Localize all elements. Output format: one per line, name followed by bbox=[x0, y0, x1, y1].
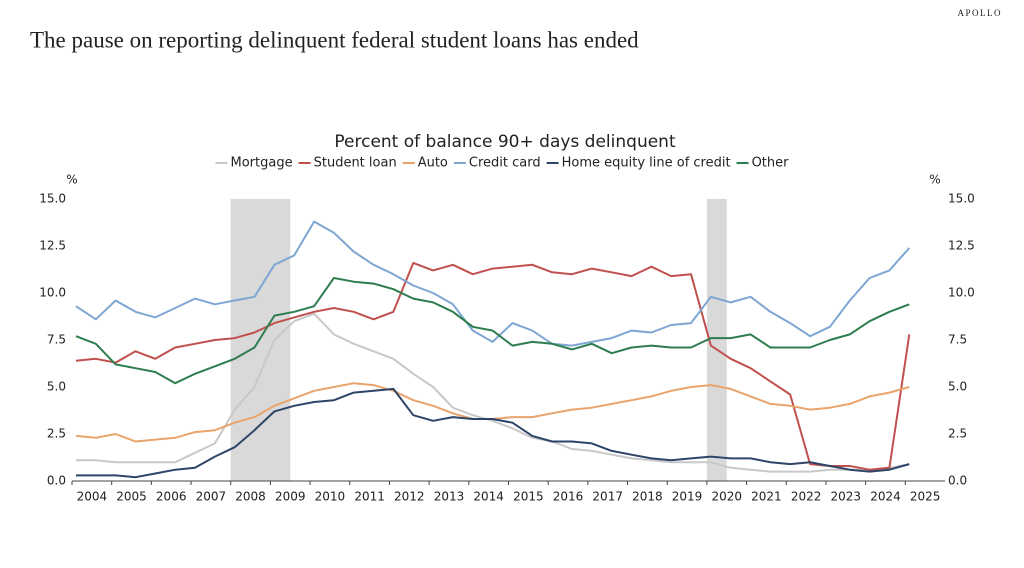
x-tick-label: 2016 bbox=[553, 490, 584, 504]
x-tick-label: 2011 bbox=[354, 490, 385, 504]
y2-tick-label: 0.0 bbox=[948, 474, 967, 488]
series-line bbox=[75, 277, 910, 385]
y-tick-label: 12.5 bbox=[39, 239, 66, 253]
x-tick-label: 2020 bbox=[711, 490, 742, 504]
legend-label: Mortgage bbox=[231, 156, 293, 171]
y2-tick-label: 10.0 bbox=[948, 286, 975, 300]
y-tick-label: 10.0 bbox=[39, 286, 66, 300]
series-line bbox=[75, 220, 911, 347]
y-tick-label: 2.5 bbox=[47, 427, 66, 441]
x-tick-label: 2010 bbox=[315, 490, 346, 504]
chart-title: Percent of balance 90+ days delinquent bbox=[334, 132, 676, 152]
x-tick-label: 2008 bbox=[235, 490, 266, 504]
x-tick-label: 2024 bbox=[870, 490, 901, 504]
y2-tick-label: 2.5 bbox=[948, 427, 967, 441]
legend-label: Student loan bbox=[314, 156, 397, 171]
y-unit: % bbox=[66, 173, 77, 187]
recession-band bbox=[706, 199, 727, 481]
x-tick-label: 2019 bbox=[672, 490, 703, 504]
brand: APOLLO bbox=[958, 8, 1003, 18]
legend: Mortgage Student loan Auto Credit card Home … bbox=[215, 156, 790, 171]
x-tick-label: 2009 bbox=[275, 490, 306, 504]
legend-label: Credit card bbox=[469, 156, 541, 171]
legend-label: Home equity line of credit bbox=[562, 156, 731, 171]
y2-tick-label: 7.5 bbox=[948, 333, 967, 347]
legend-label: Other bbox=[752, 156, 790, 171]
recession-band bbox=[230, 199, 291, 481]
series-line bbox=[75, 261, 911, 471]
x-tick-label: 2017 bbox=[592, 490, 623, 504]
x-tick-label: 2021 bbox=[751, 490, 782, 504]
y2-tick-label: 12.5 bbox=[948, 239, 975, 253]
x-tick-label: 2015 bbox=[513, 490, 544, 504]
x-tick-label: 2018 bbox=[632, 490, 663, 504]
x-tick-label: 2025 bbox=[910, 490, 941, 504]
x-tick-label: 2006 bbox=[156, 490, 187, 504]
y2-unit: % bbox=[929, 173, 940, 187]
y-tick-label: 15.0 bbox=[39, 192, 66, 206]
x-tick-label: 2022 bbox=[791, 490, 822, 504]
x-tick-label: 2004 bbox=[77, 490, 108, 504]
y-tick-label: 5.0 bbox=[47, 380, 66, 394]
y-tick-label: 7.5 bbox=[47, 333, 66, 347]
x-tick-label: 2013 bbox=[434, 490, 465, 504]
series-line bbox=[76, 312, 910, 473]
series-line bbox=[75, 382, 910, 443]
x-tick-label: 2014 bbox=[473, 490, 504, 504]
y2-tick-label: 5.0 bbox=[948, 380, 967, 394]
x-tick-label: 2005 bbox=[116, 490, 147, 504]
slide-title: The pause on reporting delinquent federa… bbox=[30, 27, 639, 52]
x-tick-label: 2012 bbox=[394, 490, 425, 504]
y-tick-label: 0.0 bbox=[47, 474, 66, 488]
series-line bbox=[76, 387, 910, 479]
legend-label: Auto bbox=[418, 156, 448, 171]
y2-tick-label: 15.0 bbox=[948, 192, 975, 206]
x-tick-label: 2023 bbox=[831, 490, 862, 504]
x-tick-label: 2007 bbox=[196, 490, 227, 504]
